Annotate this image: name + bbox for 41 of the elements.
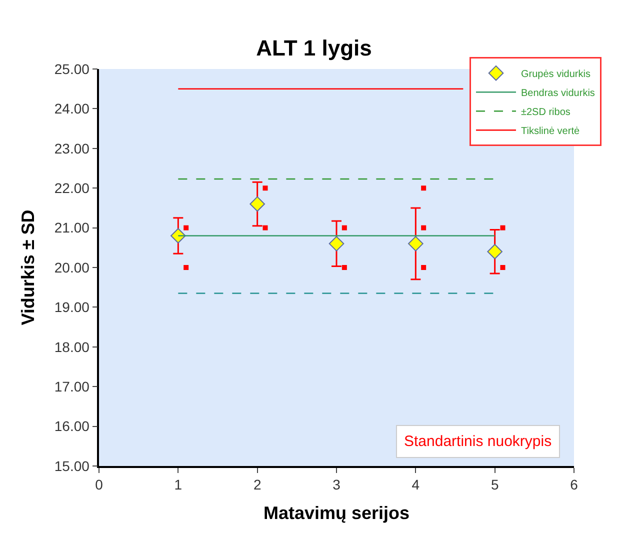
legend-label: Tikslinė vertė <box>521 126 580 137</box>
y-tick-label: 15.00 <box>54 458 90 474</box>
x-tick-label: 3 <box>332 476 341 493</box>
y-tick-label: 25.00 <box>54 60 90 77</box>
point <box>262 186 268 191</box>
x-axis-title: Matavimų serijos <box>263 503 410 524</box>
point <box>421 265 426 270</box>
x-tick-label: 5 <box>490 476 499 493</box>
y-tick-label: 19.00 <box>54 299 90 316</box>
point <box>408 236 424 252</box>
point <box>184 265 189 270</box>
y-tick-label: 18.00 <box>54 338 90 355</box>
y-axis-title: Vidurkis ± SD <box>18 210 38 326</box>
point <box>500 265 506 270</box>
legend-label: ±2SD ribos <box>521 106 570 118</box>
point <box>421 186 426 191</box>
y-tick-label: 22.00 <box>54 180 90 196</box>
x-tick-label: 0 <box>95 476 104 493</box>
x-tick-label: 1 <box>174 476 182 493</box>
y-tick-label: 17.00 <box>54 378 90 394</box>
x-tick-label: 2 <box>253 476 262 493</box>
point <box>250 196 265 212</box>
annotation: Standartinis nuokrypis <box>404 433 552 450</box>
point <box>262 225 268 230</box>
point <box>342 265 347 270</box>
chart-title: ALT 1 lygis <box>256 36 372 61</box>
y-tick-label: 23.00 <box>54 140 90 156</box>
x-tick-label: 4 <box>412 476 420 493</box>
point <box>342 225 347 230</box>
legend-label: Grupės vidurkis <box>521 68 590 80</box>
y-tick-label: 21.00 <box>54 220 90 236</box>
legend-label: Bendras vidurkis <box>521 88 595 99</box>
x-tick-label: 6 <box>570 476 578 493</box>
point <box>184 225 189 230</box>
y-tick-label: 16.00 <box>54 418 90 434</box>
y-tick-label: 20.00 <box>54 259 90 276</box>
point <box>421 225 426 230</box>
point <box>500 225 506 230</box>
point <box>487 244 502 260</box>
point <box>328 236 344 252</box>
y-tick-label: 24.00 <box>54 100 90 117</box>
